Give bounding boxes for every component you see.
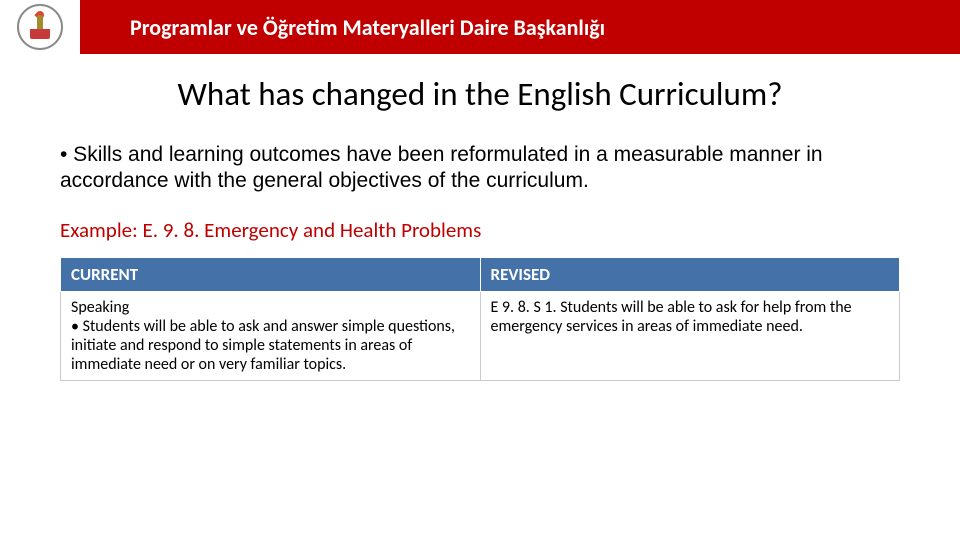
table-row: Speaking• Students will be able to ask a… (61, 291, 900, 381)
logo (0, 0, 80, 54)
comparison-table: CURRENT REVISED Speaking• Students will … (60, 257, 900, 382)
header-strip: Programlar ve Öğretim Materyalleri Daire… (80, 0, 960, 54)
body-paragraph: • Skills and learning outcomes have been… (60, 142, 900, 195)
table-header-row: CURRENT REVISED (61, 257, 900, 291)
logo-emblem-icon (17, 4, 63, 50)
table-cell-revised: E 9. 8. S 1. Students will be able to as… (480, 291, 900, 381)
header-bar: Programlar ve Öğretim Materyalleri Daire… (0, 0, 960, 54)
table-cell-current: Speaking• Students will be able to ask a… (61, 291, 481, 381)
page-title: What has changed in the English Curricul… (0, 74, 960, 114)
table-header-revised: REVISED (480, 257, 900, 291)
example-label: Example: E. 9. 8. Emergency and Health P… (60, 217, 900, 243)
header-title: Programlar ve Öğretim Materyalleri Daire… (130, 14, 605, 41)
table-header-current: CURRENT (61, 257, 481, 291)
